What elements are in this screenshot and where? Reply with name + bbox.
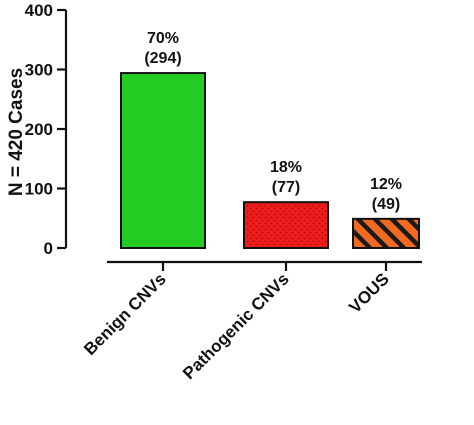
percent-label: 70%: [147, 30, 179, 47]
count-label: (77): [272, 179, 300, 196]
y-tick-label: 100: [25, 180, 53, 199]
y-tick-label: 0: [44, 239, 53, 258]
x-tick-label: VOUS: [345, 269, 393, 317]
count-label: (49): [372, 196, 400, 213]
axes: 0 100 200 300 400 Benign CNVs Pathogenic CNVs V…: [25, 1, 422, 383]
y-axis-label: N = 420 Cases: [6, 68, 27, 196]
data-labels: 70% (294) 18% (77) 12% (49): [144, 30, 402, 213]
bar-vous: [352, 217, 420, 250]
percent-label: 18%: [270, 159, 302, 176]
y-tick-label: 400: [25, 1, 53, 20]
y-tick-label: 200: [25, 120, 53, 139]
y-tick-label: 300: [25, 61, 53, 80]
bars: [120, 72, 420, 250]
count-label: (294): [144, 50, 181, 67]
percent-label: 12%: [370, 176, 402, 193]
bar-benign-cnvs: [120, 72, 206, 249]
x-tick-label: Benign CNVs: [80, 269, 170, 359]
x-tick-label: Pathogenic CNVs: [179, 269, 293, 383]
bar-pathogenic-cnvs: [243, 201, 329, 249]
